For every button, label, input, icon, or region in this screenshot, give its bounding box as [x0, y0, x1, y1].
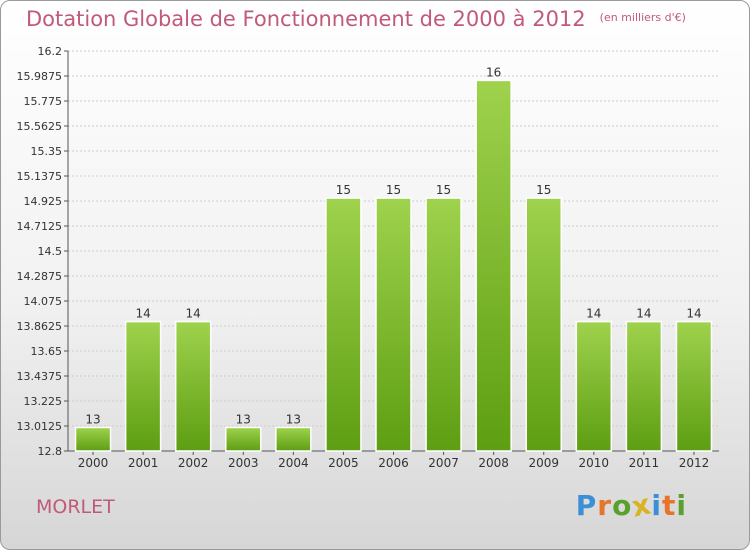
bar-2010 [575, 320, 613, 452]
y-tick-label: 13.225 [24, 395, 63, 408]
y-tick-label: 14.075 [24, 295, 63, 308]
bar-2009 [525, 197, 562, 452]
x-tick-label-2000: 2000 [78, 456, 109, 470]
y-tick-label: 15.9875 [17, 70, 63, 83]
bar-2003 [225, 426, 262, 452]
x-tick-label-2012: 2012 [679, 456, 710, 470]
x-tick-label-2007: 2007 [428, 456, 459, 470]
y-tick-label: 16.2 [38, 45, 63, 58]
x-tick-label-2001: 2001 [128, 456, 159, 470]
x-tick-label-2008: 2008 [478, 456, 509, 470]
y-tick-label: 15.35 [31, 145, 63, 158]
chart-title-text: Dotation Globale de Fonctionnement de 20… [26, 7, 586, 31]
data-label-2002: 14 [186, 307, 201, 321]
data-label-2009: 15 [536, 183, 551, 197]
y-tick-label: 13.65 [31, 345, 63, 358]
commune-name: MORLET [36, 496, 115, 518]
brand-letter: i [651, 489, 662, 522]
y-tick-label: 15.775 [24, 95, 63, 108]
x-tick-label-2011: 2011 [629, 456, 660, 470]
data-label-2006: 15 [386, 183, 401, 197]
bar-2011 [625, 320, 663, 452]
proxiti-logo: Proxiti [575, 487, 687, 523]
brand-letter: i [676, 489, 687, 522]
data-label-2005: 15 [336, 183, 351, 197]
bar-2000 [74, 426, 112, 452]
y-tick-label: 15.5625 [17, 120, 63, 133]
bar-2002 [174, 320, 212, 452]
y-tick-label: 13.0125 [17, 420, 63, 433]
data-label-2011: 14 [636, 307, 651, 321]
bar-2012 [675, 320, 713, 452]
y-tick-label: 14.925 [24, 195, 63, 208]
y-tick-label: 14.7125 [17, 220, 63, 233]
bar-2006 [375, 197, 412, 452]
data-label-2007: 15 [436, 183, 451, 197]
brand-letter: P [575, 489, 598, 522]
chart-unit: (en milliers d'€) [599, 11, 686, 24]
x-tick-label-2004: 2004 [278, 456, 309, 470]
data-label-2000: 13 [85, 412, 100, 426]
x-tick-label-2005: 2005 [328, 456, 359, 470]
data-label-2012: 14 [686, 307, 701, 321]
bar-2001 [124, 320, 162, 452]
data-label-2001: 14 [135, 307, 150, 321]
x-tick-label-2009: 2009 [528, 456, 559, 470]
x-tick-label-2003: 2003 [228, 456, 259, 470]
x-tick-label-2006: 2006 [378, 456, 409, 470]
bar-2008 [475, 79, 512, 452]
y-tick-label: 13.8625 [17, 320, 63, 333]
data-label-2010: 14 [586, 307, 601, 321]
y-tick-label: 14.5 [38, 245, 63, 258]
data-label-2008: 16 [486, 65, 501, 79]
brand-letter: r [597, 489, 613, 522]
data-label-2004: 13 [286, 412, 301, 426]
chart-title: Dotation Globale de Fonctionnement de 20… [26, 7, 686, 31]
data-label-2003: 13 [236, 412, 251, 426]
brand-letter: o [612, 489, 633, 522]
bar-2004 [275, 426, 312, 452]
bar-2005 [325, 197, 362, 452]
y-tick-label: 12.8 [38, 445, 63, 458]
x-tick-label-2002: 2002 [178, 456, 209, 470]
x-tick-label-2010: 2010 [579, 456, 610, 470]
bar-2007 [425, 197, 462, 452]
y-tick-label: 15.1375 [17, 170, 63, 183]
y-tick-label: 13.4375 [17, 370, 63, 383]
brand-letter: t [662, 489, 677, 522]
y-tick-label: 14.2875 [17, 270, 63, 283]
